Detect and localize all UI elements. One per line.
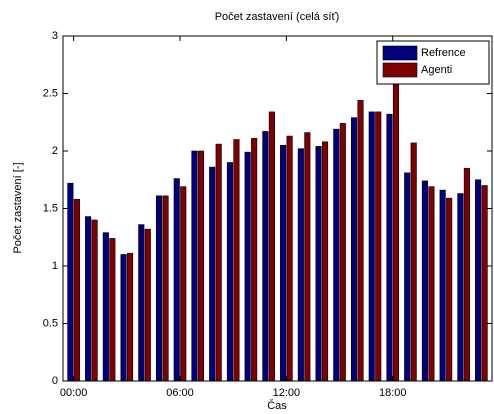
bar <box>155 195 163 382</box>
bar <box>304 132 311 382</box>
chart-title: Počet zastavení (celá síť) <box>215 11 340 23</box>
bar <box>233 139 240 382</box>
y-tick-label: 1.5 <box>43 202 58 214</box>
bar <box>404 172 411 382</box>
bar <box>421 180 428 382</box>
plot-frame <box>62 35 493 382</box>
x-tick-label: 06:00 <box>166 387 194 399</box>
y-tick-label: 3 <box>52 30 58 42</box>
legend-swatch <box>382 62 418 78</box>
bar <box>173 178 180 382</box>
bar <box>244 151 251 382</box>
bar <box>463 167 470 382</box>
x-axis-label: Čas <box>267 399 287 412</box>
bar <box>102 232 109 382</box>
legend-label: Refrence <box>421 47 466 59</box>
x-tick-label: 12:00 <box>273 387 301 399</box>
bar <box>339 123 346 382</box>
bar <box>457 193 464 382</box>
bar <box>251 138 258 382</box>
bar <box>67 182 74 382</box>
x-tick-label: 18:00 <box>379 387 407 399</box>
bar <box>268 111 275 382</box>
y-tick-label: 2.5 <box>43 87 58 99</box>
bar <box>368 111 375 382</box>
bar <box>120 254 127 382</box>
bar <box>280 144 287 382</box>
bar <box>262 131 269 382</box>
bar <box>446 197 453 382</box>
bar <box>197 150 205 382</box>
bar <box>215 143 222 382</box>
bar <box>209 166 216 382</box>
bar <box>475 179 482 382</box>
bar <box>180 186 187 382</box>
bar <box>109 238 116 382</box>
y-tick-label: 0.5 <box>43 317 58 329</box>
bar <box>333 128 340 382</box>
bar <box>127 253 134 382</box>
y-tick-label: 0 <box>52 375 58 387</box>
bar <box>386 113 393 382</box>
bar <box>428 186 435 382</box>
legend-swatch <box>382 45 418 61</box>
bar <box>315 146 322 382</box>
bar <box>73 199 80 382</box>
bar <box>350 117 358 382</box>
legend-label: Agenti <box>421 64 452 76</box>
bar <box>191 150 198 382</box>
bar <box>144 228 151 382</box>
y-axis-label: Počet zastavení [-] <box>12 162 24 253</box>
bar <box>392 81 400 382</box>
bar <box>91 219 98 382</box>
bar <box>481 185 488 382</box>
bar <box>322 141 329 382</box>
bar <box>286 135 293 382</box>
bar <box>297 148 304 382</box>
bar <box>138 224 145 382</box>
bar <box>375 111 382 382</box>
bar <box>226 162 233 382</box>
bar <box>357 100 364 382</box>
plot-area <box>63 36 492 381</box>
y-tick-label: 2 <box>52 145 58 157</box>
bar <box>439 189 446 382</box>
bar <box>410 142 417 382</box>
bar <box>162 195 169 382</box>
y-tick-label: 1 <box>52 260 58 272</box>
bar <box>85 216 92 382</box>
x-tick-label: 00:00 <box>60 387 88 399</box>
